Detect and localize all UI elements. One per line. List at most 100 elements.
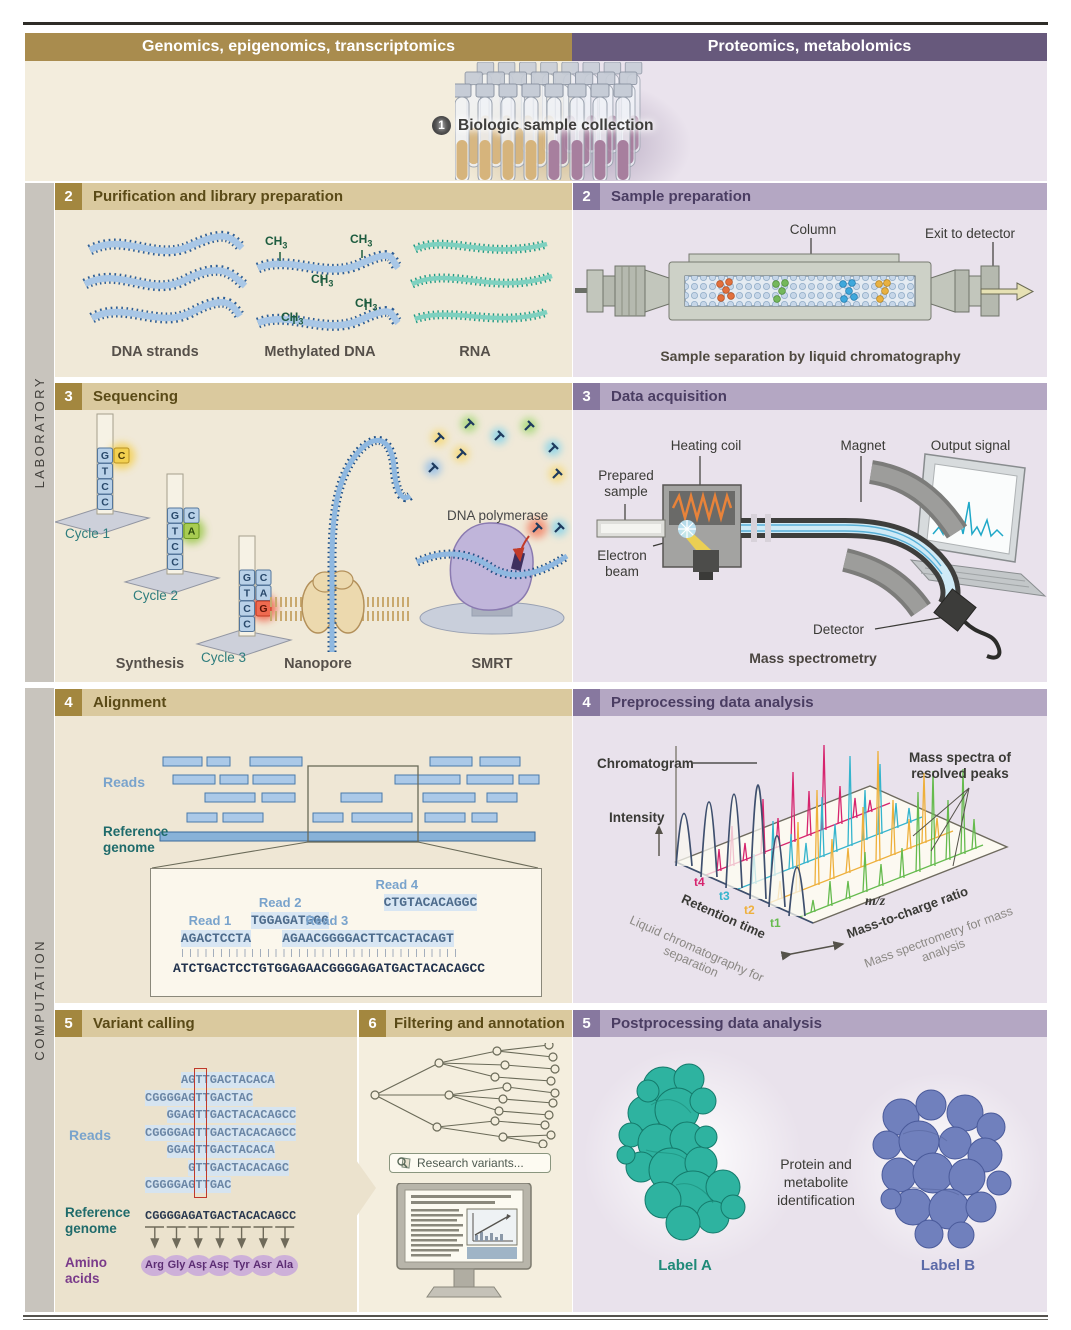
variant-read: CGGGGAG (145, 1090, 196, 1105)
svg-text:C: C (188, 510, 196, 522)
frame-bottom-rule-2 (23, 1319, 1048, 1320)
acquisition-header: 3 Data acquisition (573, 383, 1047, 410)
svg-text:C: C (243, 603, 251, 615)
svg-text:A: A (260, 588, 268, 600)
section-variant: 5 Variant calling Reads AGTTGACTACACA CG… (55, 1010, 357, 1312)
nucleic-acids-illustration (82, 230, 554, 331)
amino-acid: Gly (163, 1255, 190, 1276)
sequencing-title: Sequencing (93, 388, 179, 405)
cycle-1-label: Cycle 1 (65, 526, 111, 541)
svg-text:T: T (102, 466, 109, 478)
rail-laboratory: LABORATORY (25, 183, 54, 682)
svg-text:C: C (101, 497, 109, 509)
variant-reads-label: Reads (69, 1127, 112, 1143)
section-sequencing: 3 Sequencing G T C C C (55, 383, 572, 682)
identification-label: Protein and metabolite identification (777, 1156, 855, 1209)
mass-spectra-label: Mass spectra of resolved peaks (908, 750, 1012, 781)
variant-number: 5 (55, 1010, 82, 1037)
alignment-reads-illustration (151, 756, 540, 869)
search-text: Research variants... (417, 1156, 524, 1170)
sample-tubes-illustration (455, 62, 643, 180)
collection-label: 1 Biologic sample collection (432, 116, 654, 135)
sample-prep-number: 2 (573, 183, 600, 210)
monitor-illustration (396, 1183, 532, 1298)
amino-acid: Arg (141, 1255, 168, 1276)
rna-label: RNA (459, 344, 491, 360)
ch3-label: CH3 (281, 310, 304, 327)
variant-header: 5 Variant calling (55, 1010, 357, 1037)
detail-reference-seq: ATCTGACTCCTGTGGAGAACGGGGAGATGACTACACAGCC (173, 961, 486, 976)
variant-read: AG (181, 1073, 196, 1087)
svg-text:C: C (171, 541, 179, 553)
svg-text:C: C (101, 481, 109, 493)
magnet-label: Magnet (840, 438, 886, 453)
ch3-label: CH3 (350, 232, 373, 249)
label-b: Label B (920, 1257, 976, 1274)
flow-chevron (356, 1160, 376, 1217)
section-preprocessing: 4 Preprocessing data analysis (573, 689, 1047, 1003)
svg-text:G: G (101, 450, 109, 462)
alignment-number: 4 (55, 689, 82, 716)
search-icon (397, 1157, 411, 1169)
label-a: Label A (658, 1257, 712, 1274)
ch3-label: CH3 (311, 272, 334, 289)
reads-label: Reads (103, 774, 146, 790)
lc-column-illustration (575, 238, 1035, 321)
svg-text:C: C (243, 619, 251, 631)
variant-read: GGAG (166, 1143, 196, 1157)
electron-beam-label: Electron beam (597, 548, 647, 579)
section-sample-prep: 2 Sample preparation (573, 183, 1047, 377)
synthesis-label: Synthesis (115, 656, 185, 672)
acquisition-number: 3 (573, 383, 600, 410)
variant-read: CGGGGAG (145, 1178, 196, 1192)
sample-prep-header: 2 Sample preparation (573, 183, 1047, 210)
frame-top-rule (23, 22, 1048, 25)
variant-ref-label: Reference genome (65, 1205, 131, 1236)
alignment-header: 4 Alignment (55, 689, 572, 716)
protein-a-illustration (616, 1063, 746, 1241)
read2-name: Read 2 (258, 895, 302, 910)
variant-reference-seq: CGGGGAGATGACTACACAGCC (145, 1209, 297, 1223)
reference-genome-label: Reference genome (103, 824, 169, 855)
svg-text:G: G (171, 510, 179, 522)
rail-laboratory-text: LABORATORY (32, 376, 47, 489)
postprocessing-title: Postprocessing data analysis (611, 1015, 822, 1032)
filtering-header: 6 Filtering and annotation (359, 1010, 572, 1037)
cycle-2-label: Cycle 2 (133, 588, 179, 603)
column-label: Column (789, 222, 837, 237)
section-acquisition: 3 Data acquisition (573, 383, 1047, 682)
svg-text:C: C (171, 557, 179, 569)
codon-arrows (145, 1226, 295, 1249)
t4-label: t4 (694, 875, 705, 889)
section-purification: 2 Purification and library preparation (55, 183, 572, 377)
step-1-badge: 1 (432, 116, 451, 135)
purification-title: Purification and library preparation (93, 188, 344, 205)
intensity-label: Intensity (609, 810, 665, 825)
acquisition-title: Data acquisition (611, 388, 727, 405)
svg-text:C: C (118, 450, 126, 462)
preprocessing-number: 4 (573, 689, 600, 716)
sequencing-header: 3 Sequencing (55, 383, 572, 410)
frame-bottom-rule (23, 1315, 1048, 1317)
mz-label: m/z (865, 894, 886, 909)
t2-label: t2 (744, 903, 755, 917)
chromatogram-label: Chromatogram (597, 756, 694, 771)
alignment-detail-box: Read 4 Read 2 CTGTACACAGGC Read 1 TGGAGA… (150, 868, 542, 997)
prepared-sample-label: Prepared sample (598, 468, 654, 499)
section-alignment: 4 Alignment Reads Reference genome Rea (55, 689, 572, 1003)
research-variants-searchbox: Research variants... (389, 1153, 551, 1173)
purification-number: 2 (55, 183, 82, 210)
svg-text:T: T (172, 526, 179, 538)
svg-text:G: G (243, 572, 251, 584)
variant-read: GGAG (166, 1108, 196, 1122)
read4-seq: CTGTACACAGGC (383, 894, 478, 911)
variant-read: G (188, 1160, 196, 1175)
collection-label-text: Biologic sample collection (458, 116, 654, 134)
amino-acid: Asp (206, 1255, 233, 1276)
purification-header: 2 Purification and library preparation (55, 183, 572, 210)
ch3-label: CH3 (355, 296, 378, 313)
exit-detector-label: Exit to detector (925, 226, 1016, 241)
heating-coil-label: Heating coil (670, 438, 742, 453)
cycle-3-label: Cycle 3 (201, 650, 247, 665)
